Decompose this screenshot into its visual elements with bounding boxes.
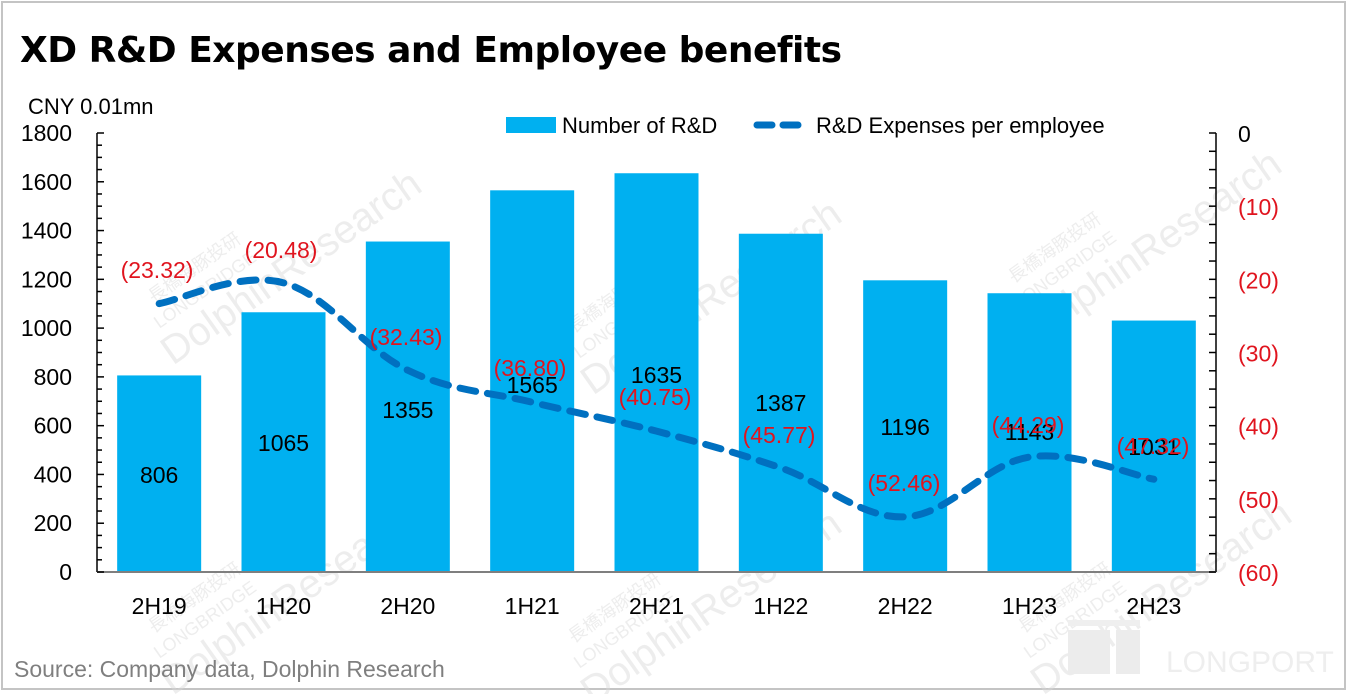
chart-title: XD R&D Expenses and Employee benefits [20, 30, 842, 71]
longport-logo-icon [1068, 630, 1110, 674]
bar-2H23 [1111, 320, 1196, 572]
legend-swatch-bar [506, 117, 556, 133]
bar-1H23 [987, 293, 1072, 572]
longport-logo-icon [1068, 620, 1140, 626]
axes: 0 200 400 600 800 1000 1200 1400 1600 1800 0 (10) (2… [21, 120, 1279, 619]
bar-value-label: 1031 [1128, 434, 1179, 460]
bar-2H22 [863, 280, 948, 572]
bar-1H22 [738, 233, 823, 572]
legend: Number of R&D R&D Expenses per employee [506, 113, 1105, 138]
legend-label-bar: Number of R&D [562, 113, 717, 138]
line-path-rd-expenses-per-employee [155, 276, 1158, 521]
bar-value-label: 1355 [382, 397, 433, 423]
line-value-label: (36.80) [494, 355, 567, 381]
left-axis-tick-label: 800 [34, 364, 72, 390]
x-axis-tick-label: 2H23 [1126, 593, 1181, 619]
right-axis-tick-label: 0 [1238, 121, 1251, 147]
x-axis-tick-label: 1H20 [256, 593, 311, 619]
right-axis-tick-label: (60) [1238, 560, 1279, 586]
left-axis-tick-label: 1800 [21, 120, 72, 146]
bar-2H19 [117, 375, 202, 572]
x-axis-tick-label: 2H20 [380, 593, 435, 619]
data-labels: 806 1065 1355 1565 1635 1387 1196 1143 1031 (23.3… [121, 237, 1190, 496]
left-axis-tick-label: 600 [34, 413, 72, 439]
bar-value-label: 1065 [258, 430, 309, 456]
left-axis-unit-label: CNY 0.01mn [28, 94, 154, 119]
right-axis-tick-label: (50) [1238, 487, 1279, 513]
bar-1H20 [241, 312, 326, 572]
x-axis-tick-label: 2H19 [132, 593, 187, 619]
line-value-label: (23.32) [121, 257, 194, 283]
x-axis-tick-label: 2H21 [629, 593, 684, 619]
left-axis-tick-label: 0 [59, 559, 72, 585]
left-axis-tick-label: 1200 [21, 266, 72, 292]
line-value-label: (47.32) [1117, 433, 1190, 459]
legend-label-line: R&D Expenses per employee [816, 113, 1105, 138]
line-value-label: (32.43) [370, 324, 443, 350]
line-value-label: (20.48) [245, 237, 318, 263]
line-series [155, 276, 1158, 521]
longport-watermark-text: LONGPORT [1166, 646, 1334, 679]
bar-2H20 [365, 241, 450, 572]
bar-series [117, 173, 1196, 572]
bar-value-label: 1143 [1005, 419, 1054, 445]
left-axis-tick-label: 1400 [21, 218, 72, 244]
left-axis-tick-label: 200 [34, 510, 72, 536]
x-axis-tick-label: 1H21 [505, 593, 560, 619]
right-axis-tick-label: (30) [1238, 341, 1279, 367]
bar-value-label: 1565 [507, 372, 558, 398]
bar-value-label: 1196 [880, 414, 929, 440]
bar-1H21 [490, 190, 575, 572]
bar-2H21 [614, 173, 699, 572]
left-axis-tick-label: 1000 [21, 315, 72, 341]
line-value-label: (40.75) [619, 384, 692, 410]
line-value-label: (45.77) [743, 422, 816, 448]
right-axis-tick-label: (10) [1238, 194, 1279, 220]
x-axis-tick-label: 2H22 [878, 593, 933, 619]
bar-value-label: 806 [140, 462, 178, 488]
line-value-label: (52.46) [868, 470, 941, 496]
x-axis-tick-label: 1H23 [1002, 593, 1057, 619]
source-note: Source: Company data, Dolphin Research [14, 656, 445, 682]
left-axis-tick-label: 400 [34, 461, 72, 487]
line-value-label: (44.29) [992, 412, 1065, 438]
right-axis-tick-label: (40) [1238, 414, 1279, 440]
longport-logo-icon [1116, 630, 1140, 674]
left-axis-tick-label: 1600 [21, 169, 72, 195]
x-axis-tick-label: 1H22 [753, 593, 808, 619]
bar-value-label: 1635 [631, 362, 682, 388]
bar-value-label: 1387 [755, 390, 806, 416]
right-axis-tick-label: (20) [1238, 267, 1279, 293]
